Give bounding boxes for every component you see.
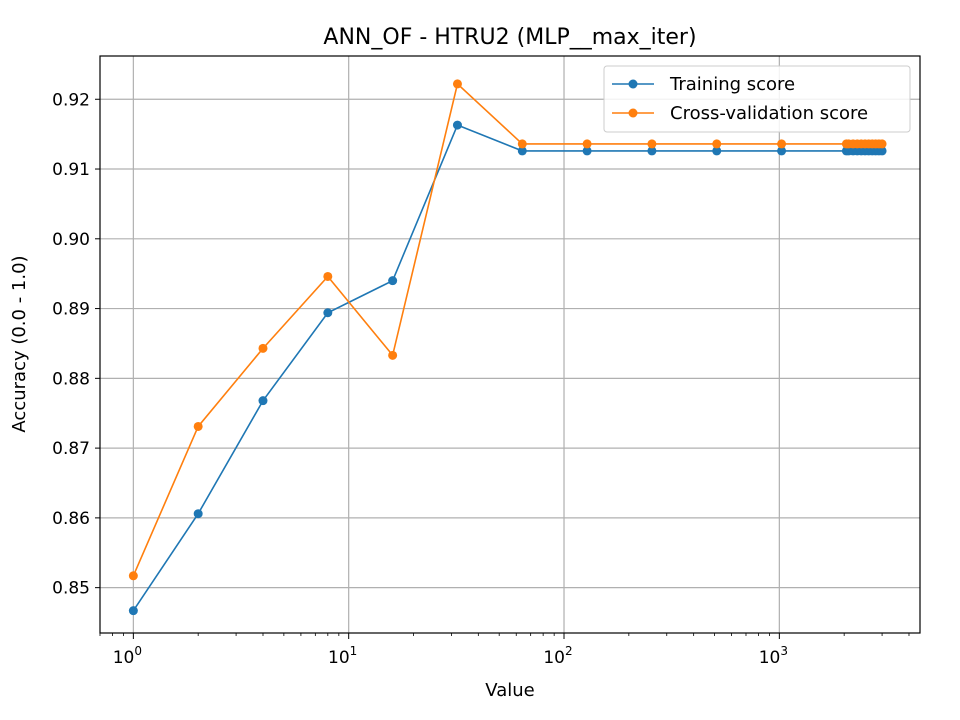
data-point: [582, 146, 592, 156]
x-tick-label: 103: [759, 644, 788, 668]
ticks: 0.85 0.86 0.87 0.88 0.89 0.90 0.91 0.92 100 101 10…: [52, 90, 910, 668]
data-point: [452, 79, 462, 89]
legend-swatch-marker: [628, 79, 638, 89]
data-point: [647, 146, 657, 156]
data-point: [452, 120, 462, 130]
data-point: [712, 146, 722, 156]
data-point: [877, 139, 887, 149]
legend-label: Cross-validation score: [670, 103, 868, 124]
data-point: [193, 509, 203, 519]
y-tick-label: 0.88: [52, 369, 90, 389]
data-point: [258, 396, 268, 406]
series-layer: [128, 79, 887, 616]
data-point: [193, 421, 203, 431]
data-point: [128, 571, 138, 581]
x-axis-label: Value: [485, 680, 534, 701]
data-point: [128, 606, 138, 616]
x-tick-label: 100: [113, 644, 142, 668]
plot-frame: [99, 55, 921, 634]
x-tick-label: 101: [328, 644, 357, 668]
y-axis-label: Accuracy (0.0 - 1.0): [9, 255, 30, 432]
y-tick-label: 0.86: [52, 509, 90, 529]
chart-title: ANN_OF - HTRU2 (MLP__max_iter): [323, 25, 696, 50]
legend: Training score Cross-validation score: [603, 65, 911, 133]
data-point: [517, 146, 527, 156]
y-tick-label: 0.89: [52, 300, 90, 320]
y-tick-label: 0.92: [52, 90, 90, 110]
data-point: [323, 271, 333, 281]
legend-swatch-marker: [628, 108, 638, 118]
y-tick-label: 0.90: [52, 230, 90, 250]
series-0: [128, 120, 887, 616]
legend-label: Training score: [669, 74, 795, 95]
data-point: [777, 139, 787, 149]
series-1: [128, 79, 887, 581]
data-point: [323, 308, 333, 318]
x-tick-label: 102: [543, 644, 572, 668]
data-point: [647, 139, 657, 149]
data-point: [777, 146, 787, 156]
data-point: [388, 350, 398, 360]
data-point: [877, 146, 887, 156]
data-point: [388, 276, 398, 286]
y-tick-label: 0.85: [52, 579, 90, 599]
data-point: [712, 139, 722, 149]
legend-box: [603, 65, 911, 133]
y-tick-label: 0.87: [52, 439, 90, 459]
data-point: [258, 343, 268, 353]
y-tick-label: 0.91: [52, 160, 90, 180]
data-point: [517, 139, 527, 149]
data-point: [582, 139, 592, 149]
